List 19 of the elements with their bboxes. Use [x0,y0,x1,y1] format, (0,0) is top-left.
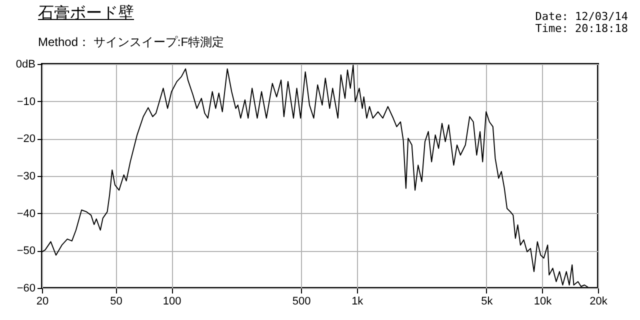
x-tick-label: 5k [481,296,494,308]
x-tick-label: 10k [534,296,552,308]
y-tick-label: −20 [16,133,36,146]
x-tick-label: 500 [292,296,311,308]
x-tick-label: 1k [352,296,364,308]
x-tick-label: 20 [36,296,49,308]
x-tick-label: 50 [110,296,122,308]
x-tick-label: 100 [162,296,182,308]
y-tick-label: 0dB [16,58,36,70]
y-tick-label: −40 [16,208,36,220]
x-tick-label: 20k [590,296,608,308]
y-tick-label: −60 [16,282,36,294]
text: Date: 12/03/14 [535,10,628,23]
chart-title: 石膏ボード壁 [38,4,134,24]
chart-subtitle: Method： サインスイープ:F特測定 [38,34,224,51]
y-tick-label: −50 [16,245,36,258]
text: Time: 20:18:18 [535,22,628,35]
y-tick-label: −10 [16,96,36,108]
y-tick-label: −30 [16,170,36,182]
